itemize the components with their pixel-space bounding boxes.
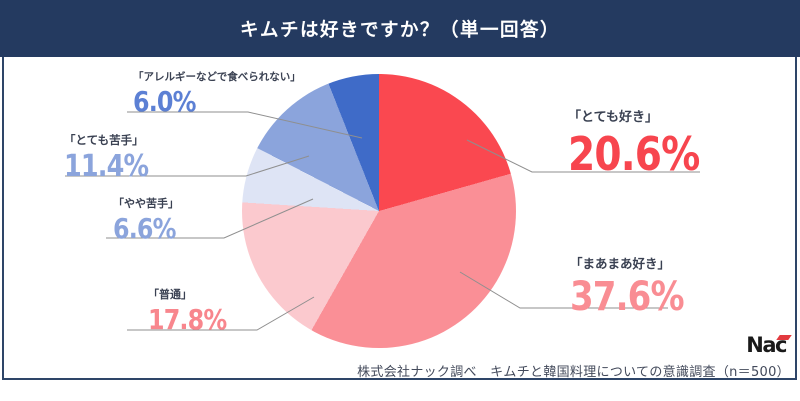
slice-label-totemo-suki: 「とても好き」 20.6% (568, 106, 723, 177)
slice-category: 「アレルギーなどで食べられない」 (133, 71, 301, 83)
slice-category: 「とても苦手」 (64, 133, 144, 147)
slice-category: 「やや苦手」 (113, 197, 179, 210)
slice-category: 「普通」 (148, 288, 192, 301)
header-bar: キムチは好きですか？（単一回答） (0, 0, 800, 57)
slice-percentage: 37.6% (570, 274, 685, 320)
slice-label-maamaa-suki: 「まあまあ好き」 37.6% (570, 253, 704, 317)
slice-percentage: 20.6% (568, 127, 700, 181)
slice-percentage: 6.6% (113, 212, 176, 245)
slice-category: 「とても好き」 (568, 110, 658, 125)
nac-logo: Nac (746, 334, 792, 358)
slice-label-futsuu: 「普通」 17.8% (148, 286, 240, 334)
slice-percentage: 17.8% (148, 303, 227, 336)
slice-label-yaya-nigate: 「やや苦手」 6.6% (113, 195, 187, 243)
chart-title: キムチは好きですか？（単一回答） (239, 19, 560, 41)
slice-percentage: 6.0% (133, 85, 196, 118)
slice-percentage: 11.4% (64, 149, 149, 184)
slice-category: 「まあまあ好き」 (570, 256, 671, 271)
source-note: 株式会社ナック調べ キムチと韓国料理についての意識調査（n＝500） (357, 365, 790, 380)
slice-label-allergy: 「アレルギーなどで食べられない」 6.0% (133, 69, 301, 116)
slice-label-totemo-nigate: 「とても苦手」 11.4% (64, 132, 163, 182)
